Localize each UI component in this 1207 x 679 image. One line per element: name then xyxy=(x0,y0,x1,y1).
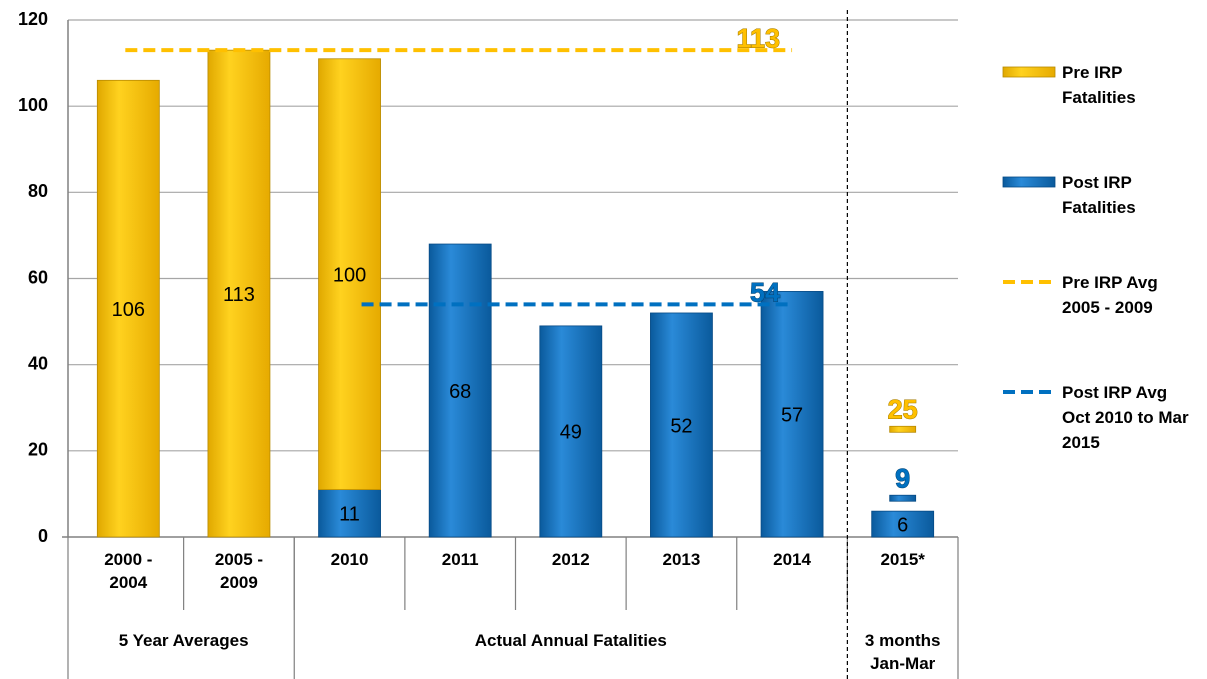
legend-label: Pre IRP Avg 2005 - 2009 xyxy=(1062,273,1158,317)
data-label: 113 xyxy=(223,284,255,306)
y-tick-label: 60 xyxy=(28,267,48,287)
bar xyxy=(760,291,824,538)
bar xyxy=(428,243,492,538)
x-tick-label: 2015* xyxy=(880,550,925,569)
y-tick-label: 40 xyxy=(28,353,48,373)
x-tick-label: 2000 - 2004 xyxy=(104,550,153,592)
reference-label: 113 xyxy=(737,23,781,53)
marker-2015 xyxy=(889,425,917,433)
y-tick-label: 0 xyxy=(38,526,48,546)
bar xyxy=(871,510,935,538)
y-tick-label: 100 xyxy=(18,95,48,115)
data-label: 68 xyxy=(449,381,471,403)
y-tick-label: 20 xyxy=(28,440,48,460)
legend-label: Pre IRP Fatalities xyxy=(1062,63,1136,107)
reference-label: 54 xyxy=(750,277,780,307)
group-label: Actual Annual Fatalities xyxy=(474,631,667,650)
legend-swatch xyxy=(1002,176,1056,188)
x-tick-label: 2010 xyxy=(330,550,369,569)
bar xyxy=(650,312,713,538)
y-tick-label: 80 xyxy=(28,181,48,201)
data-label: 52 xyxy=(670,415,692,437)
bar xyxy=(318,58,381,491)
legend-swatch xyxy=(1002,66,1056,78)
data-label: 57 xyxy=(781,404,803,426)
marker-2015 xyxy=(889,494,917,502)
group-label: 5 Year Averages xyxy=(118,631,249,650)
group-label: 3 months Jan-Mar xyxy=(864,631,941,673)
marker-label: 9 xyxy=(895,463,910,493)
data-label: 6 xyxy=(897,514,908,536)
legend-label: Post IRP Avg Oct 2010 to Mar 2015 xyxy=(1062,383,1189,452)
x-tick-label: 2014 xyxy=(773,550,811,569)
bar xyxy=(539,325,603,538)
data-label: 100 xyxy=(333,264,366,286)
data-label: 11 xyxy=(339,504,360,526)
legend-label: Post IRP Fatalities xyxy=(1062,173,1136,217)
y-tick-label: 120 xyxy=(18,9,48,29)
x-tick-label: 2011 xyxy=(441,550,479,569)
bar xyxy=(96,79,160,538)
x-tick-label: 2013 xyxy=(662,550,701,569)
x-tick-label: 2012 xyxy=(551,550,590,569)
marker-label: 25 xyxy=(888,394,918,424)
data-label: 106 xyxy=(112,299,145,321)
data-label: 49 xyxy=(560,422,582,444)
x-tick-label: 2005 - 2009 xyxy=(214,550,264,592)
